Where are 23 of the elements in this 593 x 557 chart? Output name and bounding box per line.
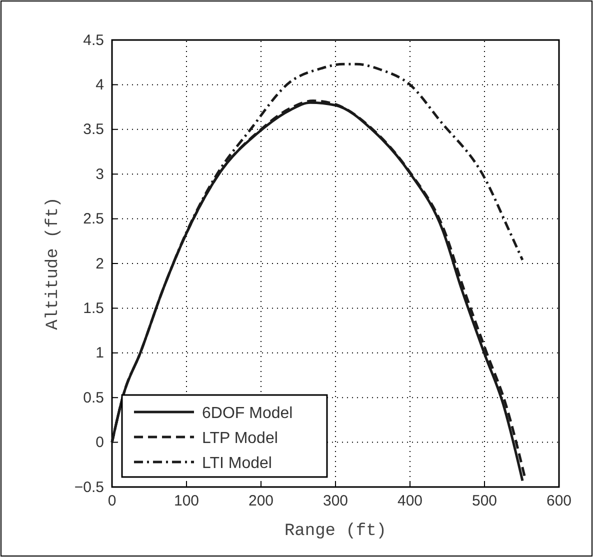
x-tick-label: 200	[248, 492, 274, 510]
y-axis-title: Altitude (ft)	[44, 197, 63, 330]
y-tick-label: 4.5	[83, 32, 104, 49]
x-tick-label: 0	[108, 492, 116, 510]
y-tick-label: 2.5	[83, 210, 104, 228]
x-axis-title: Range (ft)	[284, 522, 387, 541]
y-tick-label: 0.5	[83, 389, 104, 406]
legend-label: 6DOF Model	[202, 405, 293, 422]
y-tick-label: 0	[96, 434, 104, 452]
y-tick-label: 1	[96, 344, 104, 362]
y-tick-label: 1.5	[83, 300, 104, 317]
x-tick-label: 100	[174, 492, 200, 510]
x-tick-label: 300	[322, 492, 348, 510]
y-tick-label: 3.5	[83, 121, 104, 138]
y-tick-label: 3	[96, 166, 104, 183]
x-tick-label: 400	[397, 492, 423, 510]
y-tick-label: −0.5	[74, 478, 104, 496]
x-tick-label: 600	[546, 492, 572, 510]
legend-label: LTI Model	[202, 455, 272, 472]
x-tick-label: 500	[472, 492, 498, 510]
legend-label: LTP Model	[202, 430, 278, 447]
y-tick-label: 2	[96, 255, 104, 272]
y-tick-label: 4	[96, 76, 104, 94]
